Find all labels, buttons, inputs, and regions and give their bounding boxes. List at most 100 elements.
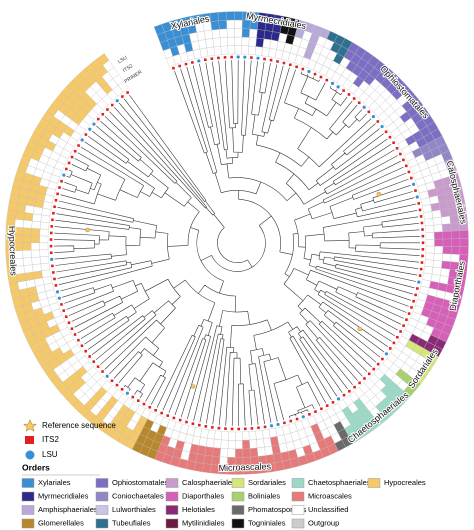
its2-tip <box>418 274 422 277</box>
heat-cell <box>211 29 221 39</box>
heat-cell <box>41 269 52 278</box>
heat-cell <box>30 242 40 251</box>
heat-cell <box>213 439 222 449</box>
its2-tip <box>110 379 114 383</box>
lsu-tip <box>105 374 109 378</box>
its2-tip <box>395 147 399 150</box>
its2-tip <box>101 112 105 116</box>
heat-cell <box>438 200 449 211</box>
lsu-tip <box>417 280 421 284</box>
legend-label: LSU <box>42 450 58 459</box>
lsu-tip <box>336 397 341 401</box>
its2-tip <box>60 303 63 306</box>
heat-cell <box>459 230 469 239</box>
its2-tip <box>64 315 68 319</box>
heat-cell <box>22 235 32 243</box>
heat-cell <box>39 221 50 230</box>
its2-tip <box>402 324 405 327</box>
its2-tip <box>325 404 329 407</box>
heat-cell <box>198 39 207 50</box>
heat-cell <box>97 53 110 66</box>
its2-tip <box>353 385 356 389</box>
order-swatch <box>165 505 179 515</box>
its2-tip <box>56 192 59 196</box>
heat-cell <box>249 28 258 39</box>
legend-label: Reference sequence <box>42 421 116 430</box>
its2-tip <box>283 421 286 425</box>
lsu-tip <box>269 424 274 428</box>
heat-cell <box>254 46 263 56</box>
order-name: Coniochaetales <box>112 491 164 500</box>
its2-tip <box>421 248 425 251</box>
heat-cell <box>39 228 49 237</box>
its2-tip <box>250 56 253 59</box>
order-swatch <box>367 478 381 488</box>
its2-tip <box>363 377 366 380</box>
heat-cell <box>206 46 215 57</box>
heat-cell <box>256 447 266 457</box>
its2-tip <box>419 215 423 218</box>
its2-tip <box>331 401 335 404</box>
its2-tip <box>392 141 395 144</box>
its2-tip <box>230 55 233 59</box>
order-swatch <box>231 518 245 529</box>
order-swatch <box>165 491 179 502</box>
its2-tip <box>126 91 129 94</box>
its2-tip <box>412 299 415 303</box>
its2-tip <box>399 152 402 156</box>
its2-tip <box>80 344 84 348</box>
heat-cell <box>441 215 451 225</box>
its2-tip <box>276 60 279 63</box>
its2-tip <box>404 164 408 168</box>
heat-cell <box>39 249 49 258</box>
lsu-icon <box>25 450 35 460</box>
heat-cell <box>241 45 249 55</box>
its2-tip <box>160 411 163 415</box>
its2-tip <box>407 170 411 174</box>
heat-cell <box>432 260 443 269</box>
order-name: Unclassified <box>308 505 348 514</box>
lsu-tip <box>125 391 129 395</box>
its2-tip <box>352 97 356 100</box>
order-name: Ophiostomatales <box>112 478 169 487</box>
its2-tip <box>250 427 254 430</box>
order-name: Xylariales <box>38 478 71 487</box>
lsu-tip <box>57 296 61 300</box>
heat-cell <box>17 280 28 291</box>
lsu-tip <box>380 124 384 129</box>
heat-cell <box>226 28 235 38</box>
heat-cell <box>220 45 229 55</box>
its2-tip <box>230 427 234 431</box>
heat-cell <box>22 257 33 266</box>
its2-tip <box>131 395 135 399</box>
heat-cell <box>425 239 435 247</box>
its2-tip <box>314 410 317 413</box>
heat-cell <box>212 447 221 457</box>
its2-tip <box>263 57 266 61</box>
its2-tip <box>217 426 221 430</box>
heat-cell <box>30 228 41 236</box>
lsu-tip <box>276 422 280 427</box>
its2-tip <box>402 158 405 162</box>
heat-cell <box>40 262 51 271</box>
heat-cell <box>218 20 228 30</box>
order-swatch <box>291 478 305 488</box>
heat-cell <box>23 212 34 222</box>
heat-cell <box>227 36 235 46</box>
order-swatch <box>21 505 35 515</box>
its2-tip <box>301 67 305 71</box>
its2-tip <box>263 425 267 429</box>
its2-tip <box>237 427 240 431</box>
heat-cell <box>425 225 435 233</box>
order-label: Hypocreales <box>7 226 19 277</box>
its2-tip <box>54 198 58 202</box>
heat-cell <box>31 256 41 265</box>
heat-cell <box>22 249 32 259</box>
branches <box>53 59 420 427</box>
lsu-tip <box>307 69 311 74</box>
its2-tip <box>54 284 58 287</box>
heat-cell <box>432 217 443 226</box>
lsu-tip <box>50 257 54 261</box>
heat-cell <box>434 246 444 254</box>
